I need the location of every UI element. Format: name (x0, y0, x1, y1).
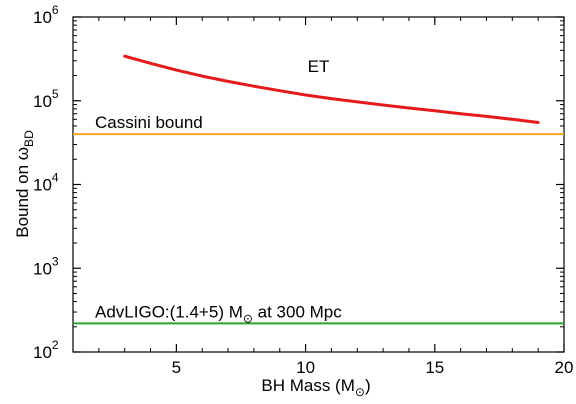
hline-label-1: AdvLIGO:(1.4+5) M⊙ at 300 Mpc (95, 302, 342, 325)
y-tick-label: 103 (33, 254, 59, 278)
horizontal-bounds: Cassini bound AdvLIGO:(1.4+5) M⊙ at 300 M… (73, 113, 564, 325)
x-tick-label: 5 (172, 358, 181, 377)
y-tick-label: 105 (33, 87, 59, 111)
x-tick-label: 20 (555, 358, 574, 377)
y-tick-label: 106 (33, 3, 59, 27)
hline-label-0: Cassini bound (95, 113, 203, 132)
y-axis-ticks: 102 103 104 105 106 (33, 3, 564, 362)
x-axis-ticks: 5 10 15 20 (72, 17, 574, 377)
x-tick-label: 10 (296, 358, 315, 377)
series-line-0 (123, 54, 540, 124)
series-group (123, 54, 540, 124)
y-tick-label: 104 (33, 171, 59, 195)
annotation-0: ET (308, 57, 330, 76)
x-tick-label: 15 (425, 358, 444, 377)
annotations: ET (308, 57, 330, 76)
x-axis-title: BH Mass (M⊙) (261, 376, 370, 399)
y-axis-title: Bound on ωBD (13, 130, 36, 238)
y-tick-label: 102 (33, 338, 59, 362)
